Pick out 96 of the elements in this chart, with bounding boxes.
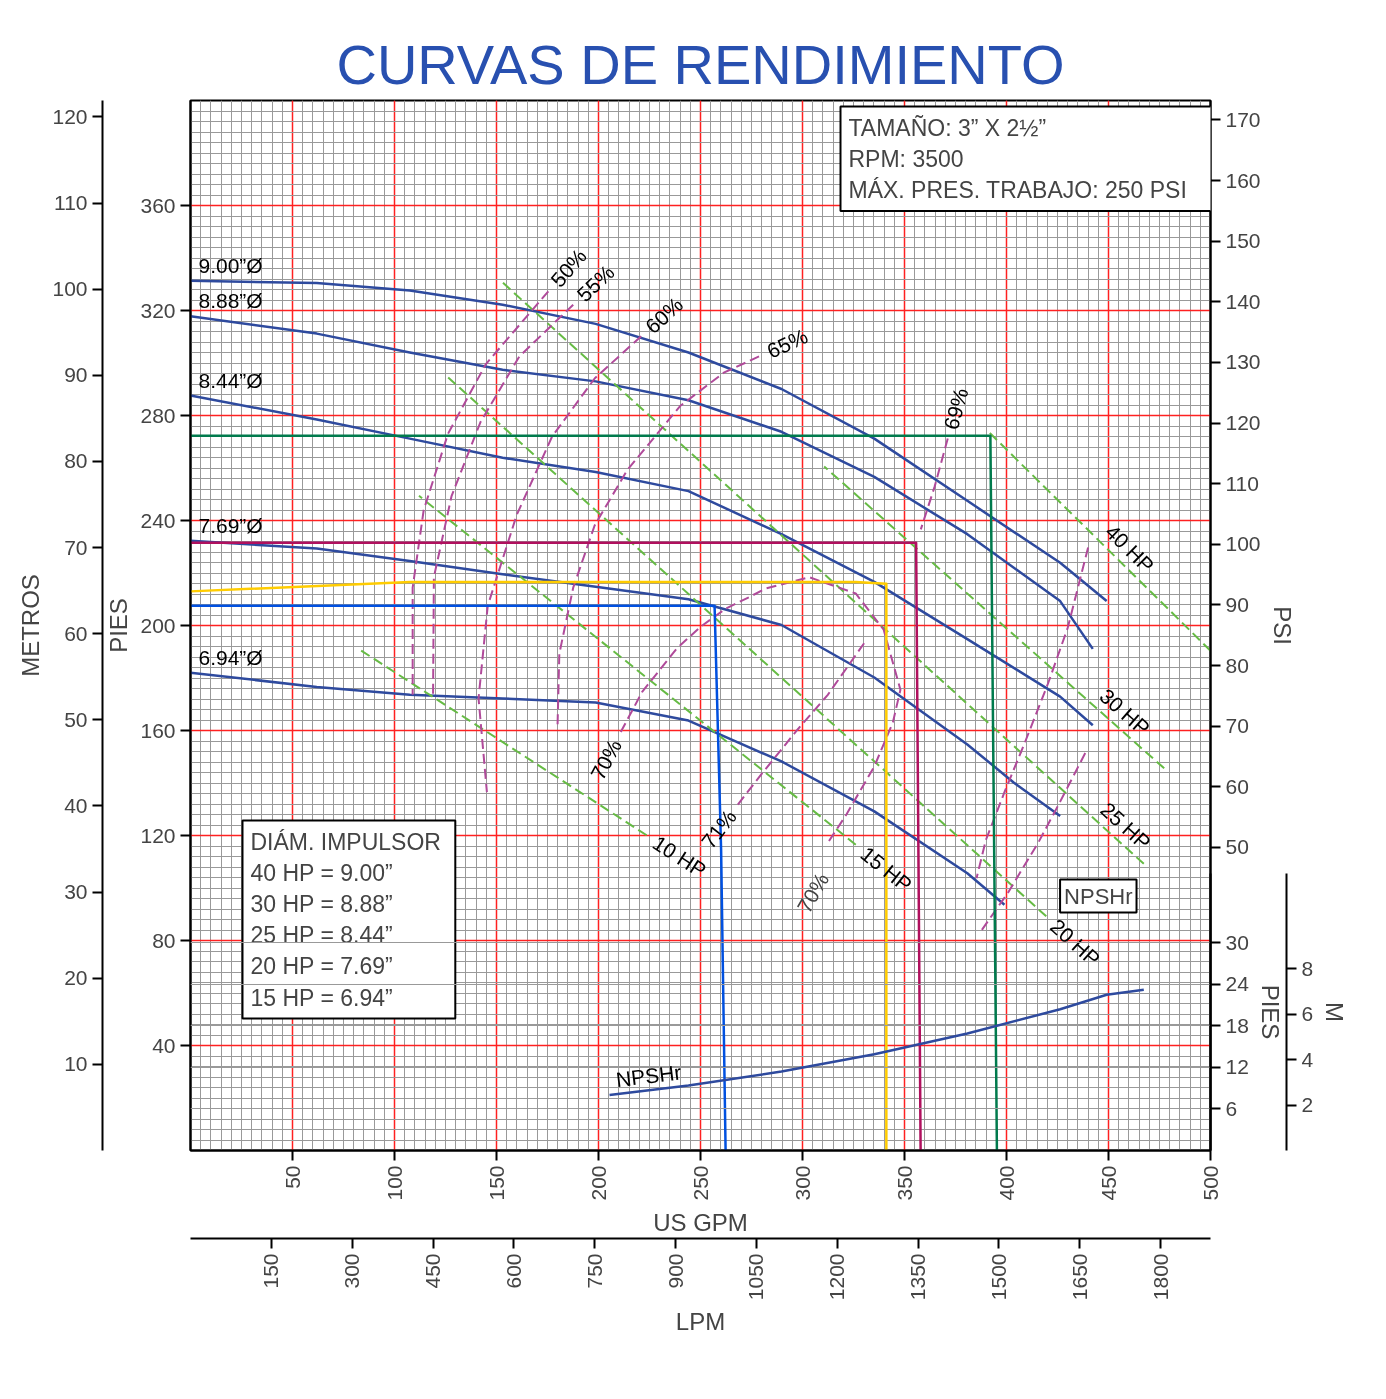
y-axis-title: PIES bbox=[1256, 984, 1284, 1040]
y-tick-label: 30 bbox=[1225, 930, 1249, 954]
y3-tick-label: 130 bbox=[1225, 350, 1261, 374]
y-axis-title: PIES bbox=[105, 598, 133, 653]
x-tick-label: 450 bbox=[1096, 1165, 1120, 1201]
y-tick-label: 240 bbox=[140, 508, 176, 532]
y-tick-label: 360 bbox=[140, 193, 176, 217]
text: 69% bbox=[939, 385, 973, 432]
y2-axis-title: METROS bbox=[17, 574, 45, 677]
y2-tick-label: 40 bbox=[64, 793, 88, 817]
y2-tick-label: 30 bbox=[64, 880, 88, 904]
text: 70% bbox=[586, 735, 627, 784]
x2-tick-label: 1650 bbox=[1067, 1253, 1091, 1301]
y-tick-label: 6 bbox=[1225, 1096, 1238, 1120]
annotation: 30 HP = 8.88” bbox=[250, 890, 393, 917]
y-tick-label: 80 bbox=[152, 928, 176, 952]
text: NPSHr bbox=[1064, 883, 1133, 909]
annotation: RPM: 3500 bbox=[848, 145, 964, 172]
y-tick-label: 40 bbox=[152, 1033, 176, 1057]
y2-tick-label: 120 bbox=[52, 104, 88, 128]
x-tick-label: 150 bbox=[484, 1165, 508, 1201]
y-tick-label: 18 bbox=[1225, 1013, 1249, 1037]
y-tick-label: 200 bbox=[140, 613, 176, 637]
text: 20 HP bbox=[1046, 914, 1105, 971]
y2-tick-label: 100 bbox=[52, 277, 88, 301]
x-tick-label: 250 bbox=[688, 1165, 712, 1201]
y3-tick-label: 50 bbox=[1225, 835, 1249, 859]
annotation: 15 HP = 6.94” bbox=[250, 984, 393, 1011]
y2-tick-label: 10 bbox=[64, 1052, 88, 1076]
y-tick-label: 24 bbox=[1225, 972, 1250, 996]
y3-axis-title: PSI bbox=[1268, 606, 1296, 645]
y-tick-label: 120 bbox=[140, 823, 176, 847]
line-series bbox=[608, 988, 1146, 1097]
text: 60% bbox=[640, 292, 688, 339]
y3-tick-label: 60 bbox=[1225, 774, 1249, 798]
y2-tick-label: 4 bbox=[1301, 1047, 1314, 1071]
x2-tick-label: 900 bbox=[663, 1253, 687, 1289]
annotation: DIÁM. IMPULSOR bbox=[250, 828, 441, 855]
text: 30 HP bbox=[1095, 683, 1155, 740]
x2-tick-label: 300 bbox=[340, 1253, 364, 1289]
y2-tick-label: 60 bbox=[64, 621, 88, 645]
y2-tick-label: 70 bbox=[64, 535, 88, 559]
y3-tick-label: 110 bbox=[1225, 471, 1259, 495]
y3-tick-label: 100 bbox=[1225, 532, 1261, 556]
line-series bbox=[411, 290, 550, 696]
text: 15 HP bbox=[856, 841, 917, 897]
x2-tick-label: 750 bbox=[582, 1253, 606, 1289]
y2-tick-label: 50 bbox=[64, 707, 88, 731]
text: 65% bbox=[763, 324, 812, 363]
x-tick-label: 50 bbox=[280, 1165, 304, 1189]
x-tick-label: 300 bbox=[790, 1165, 814, 1201]
y2-tick-label: 20 bbox=[64, 966, 88, 990]
y-tick-label: 320 bbox=[140, 298, 176, 322]
series-label: 8.88”Ø bbox=[198, 289, 263, 313]
x-tick-label: 350 bbox=[892, 1165, 916, 1201]
x2-tick-label: 1050 bbox=[744, 1253, 768, 1301]
y-tick-label: 12 bbox=[1225, 1055, 1249, 1079]
annotation: MÁX. PRES. TRABAJO: 250 PSI bbox=[848, 176, 1187, 203]
y3-tick-label: 70 bbox=[1225, 714, 1249, 738]
text: 25 HP bbox=[1096, 797, 1156, 855]
y3-tick-label: 90 bbox=[1225, 592, 1249, 616]
x2-tick-label: 1200 bbox=[825, 1253, 849, 1301]
series-label: 6.94”Ø bbox=[198, 645, 263, 669]
x-axis-title: US GPM bbox=[653, 1208, 748, 1236]
y2-tick-label: 6 bbox=[1301, 1002, 1314, 1026]
y2-tick-label: 90 bbox=[64, 363, 88, 387]
y2-axis-title: M bbox=[1321, 1002, 1349, 1022]
y2-tick-label: 80 bbox=[64, 449, 88, 473]
x2-axis-title: LPM bbox=[675, 1308, 726, 1336]
y2-tick-label: 8 bbox=[1301, 956, 1314, 980]
y-tick-label: 280 bbox=[140, 403, 176, 427]
x-tick-label: 400 bbox=[994, 1165, 1018, 1201]
x-tick-label: 500 bbox=[1198, 1165, 1222, 1201]
x2-tick-label: 450 bbox=[421, 1253, 445, 1289]
y3-tick-label: 170 bbox=[1225, 107, 1261, 131]
series-label: 7.69”Ø bbox=[198, 513, 263, 537]
y2-tick-label: 2 bbox=[1301, 1093, 1314, 1117]
x-tick-label: 200 bbox=[586, 1165, 610, 1201]
series-label: 8.44”Ø bbox=[198, 368, 263, 392]
chart-title: CURVAS DE RENDIMIENTO bbox=[336, 32, 1065, 96]
y2-tick-label: 110 bbox=[54, 191, 88, 214]
y-tick-label: 160 bbox=[140, 718, 176, 742]
y3-tick-label: 150 bbox=[1225, 229, 1261, 253]
annotation: TAMAÑO: 3” X 2½” bbox=[848, 114, 1047, 141]
annotation: 40 HP = 9.00” bbox=[250, 859, 393, 886]
text: 40 HP bbox=[1100, 519, 1159, 578]
x2-tick-label: 1500 bbox=[986, 1253, 1010, 1301]
text: NPSHr bbox=[614, 1060, 683, 1092]
series-label: 9.00”Ø bbox=[198, 253, 263, 277]
annotation: 20 HP = 7.69” bbox=[250, 953, 393, 980]
x2-tick-label: 1800 bbox=[1148, 1253, 1172, 1301]
x2-tick-label: 1350 bbox=[906, 1253, 930, 1301]
x-tick-label: 100 bbox=[382, 1165, 406, 1201]
x2-tick-label: 150 bbox=[259, 1253, 283, 1289]
y3-tick-label: 140 bbox=[1225, 289, 1261, 313]
x2-tick-label: 600 bbox=[501, 1253, 525, 1289]
